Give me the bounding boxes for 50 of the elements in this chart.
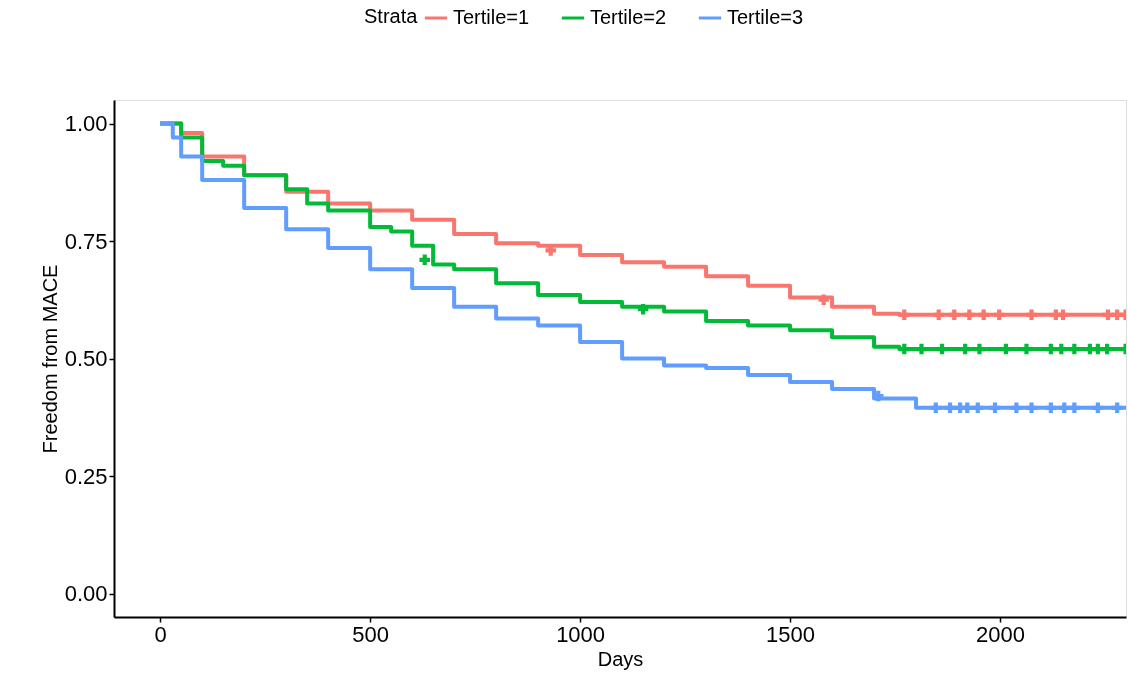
point bbox=[1092, 402, 1104, 414]
y-tick-label: 0.00 bbox=[64, 581, 108, 606]
x-tick-label: 1500 bbox=[766, 621, 816, 647]
point bbox=[964, 309, 975, 321]
point bbox=[993, 309, 1005, 321]
x-tick-label: 1000 bbox=[556, 621, 606, 647]
point bbox=[1059, 402, 1070, 414]
point bbox=[936, 343, 948, 355]
point bbox=[1045, 343, 1057, 355]
point bbox=[637, 303, 649, 315]
y-tick-label: 0.50 bbox=[64, 346, 108, 371]
point bbox=[1026, 309, 1037, 321]
point bbox=[978, 309, 989, 321]
point bbox=[962, 402, 973, 414]
point bbox=[1057, 309, 1069, 321]
point bbox=[818, 294, 829, 305]
y-axis-title: Freedom from MACE bbox=[38, 264, 61, 454]
legend-title: Strata bbox=[364, 5, 419, 27]
point bbox=[419, 254, 430, 266]
point bbox=[974, 343, 985, 355]
point bbox=[1011, 402, 1022, 414]
point bbox=[1101, 343, 1113, 355]
point bbox=[989, 402, 1001, 414]
point bbox=[1021, 343, 1032, 355]
x-tick-label: 0 bbox=[154, 621, 167, 647]
point bbox=[949, 309, 960, 321]
x-tick-label: 2000 bbox=[976, 621, 1025, 647]
point bbox=[1000, 343, 1012, 355]
point bbox=[899, 343, 910, 355]
point bbox=[972, 402, 984, 414]
point bbox=[1111, 402, 1123, 414]
y-tick-label: 1.00 bbox=[64, 111, 108, 136]
x-axis-title: Days bbox=[597, 647, 644, 670]
point bbox=[944, 402, 956, 414]
point bbox=[1056, 343, 1067, 355]
y-tick-label: 0.75 bbox=[64, 228, 108, 254]
legend-label: Tertile=2 bbox=[590, 6, 667, 28]
legend-label: Tertile=3 bbox=[727, 6, 804, 28]
y-tick-label: 0.25 bbox=[64, 463, 108, 489]
point bbox=[930, 402, 942, 414]
x-tick-label: 500 bbox=[352, 621, 390, 647]
point bbox=[1026, 402, 1037, 414]
point bbox=[1045, 402, 1057, 414]
legend-label: Tertile=1 bbox=[453, 6, 530, 28]
point bbox=[1069, 402, 1080, 414]
point bbox=[916, 343, 927, 355]
point bbox=[1069, 343, 1080, 355]
point bbox=[933, 309, 944, 321]
point bbox=[899, 309, 910, 321]
point bbox=[959, 343, 971, 355]
